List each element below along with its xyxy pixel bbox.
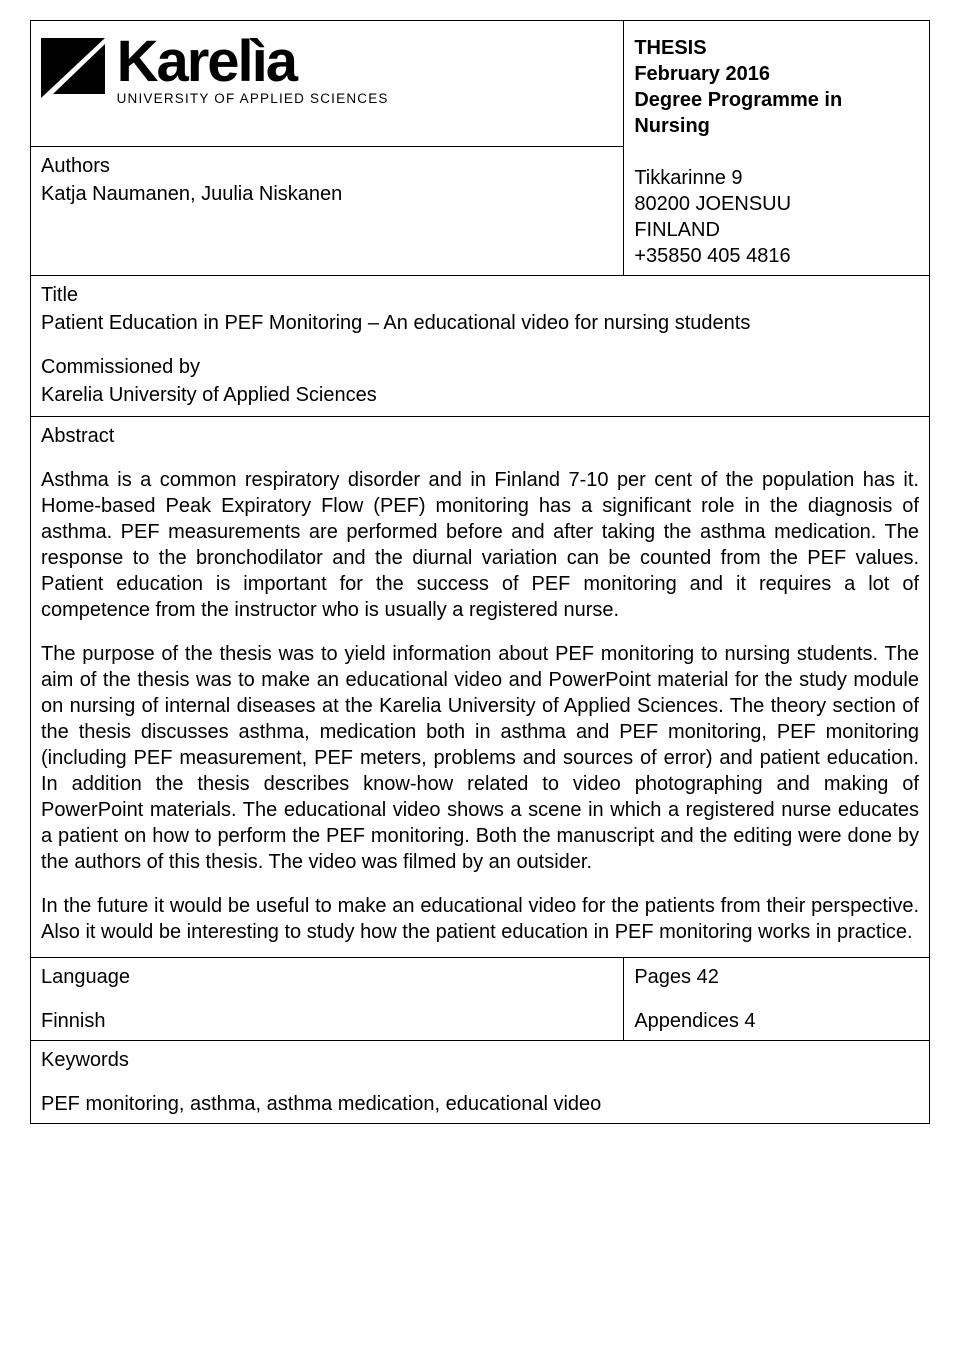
keywords-label: Keywords (41, 1047, 919, 1073)
authors-label: Authors (41, 153, 613, 179)
abstract-p1: Asthma is a common respiratory disorder … (41, 467, 919, 623)
keywords-value: PEF monitoring, asthma, asthma medicatio… (41, 1091, 919, 1117)
appendices-label: Appendices 4 (634, 1008, 919, 1034)
logo-block: Karelìa UNIVERSITY OF APPLIED SCIENCES (31, 21, 623, 113)
logo-subtitle: UNIVERSITY OF APPLIED SCIENCES (117, 90, 389, 108)
phone: +35850 405 4816 (634, 243, 919, 269)
abstract-p2: The purpose of the thesis was to yield i… (41, 641, 919, 875)
doc-type: THESIS (634, 35, 919, 61)
abstract-p3: In the future it would be useful to make… (41, 893, 919, 945)
doc-date: February 2016 (634, 61, 919, 87)
commissioned-value: Karelia University of Applied Sciences (41, 382, 919, 408)
commissioned-label: Commissioned by (41, 354, 919, 380)
language-value: Finnish (41, 1008, 613, 1034)
title-label: Title (41, 282, 919, 308)
title-value: Patient Education in PEF Monitoring – An… (41, 310, 919, 336)
logo-mark-icon (41, 38, 105, 105)
thesis-info-table: Karelìa UNIVERSITY OF APPLIED SCIENCES T… (30, 20, 930, 1124)
language-label: Language (41, 964, 613, 990)
logo-wordmark: Karelìa (117, 36, 389, 88)
address-line-1: Tikkarinne 9 (634, 165, 919, 191)
address-line-3: FINLAND (634, 217, 919, 243)
doc-programme: Degree Programme in Nursing (634, 87, 919, 139)
address-line-2: 80200 JOENSUU (634, 191, 919, 217)
pages-label: Pages 42 (634, 964, 919, 990)
authors-value: Katja Naumanen, Juulia Niskanen (41, 181, 613, 207)
abstract-label: Abstract (41, 423, 919, 449)
